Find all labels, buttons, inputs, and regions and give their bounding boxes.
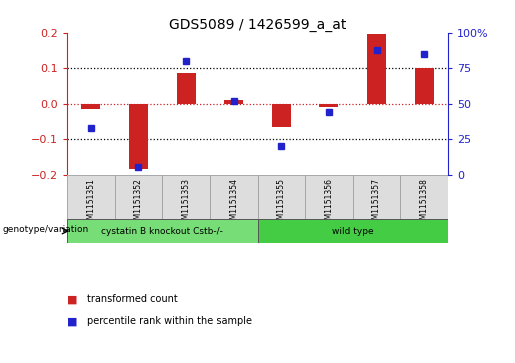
Bar [210,175,258,219]
Title: GDS5089 / 1426599_a_at: GDS5089 / 1426599_a_at [169,18,346,32]
Bar [81,103,100,109]
Text: ■: ■ [67,316,77,326]
Text: percentile rank within the sample: percentile rank within the sample [87,316,251,326]
Bar [224,100,243,103]
Bar [401,175,448,219]
Text: ■: ■ [67,294,77,305]
Text: GSM1151352: GSM1151352 [134,178,143,229]
Bar [177,73,196,103]
Bar [353,175,401,219]
Bar [129,103,148,169]
Text: GSM1151351: GSM1151351 [87,178,95,229]
Text: GSM1151358: GSM1151358 [420,178,428,229]
Text: cystatin B knockout Cstb-/-: cystatin B knockout Cstb-/- [101,227,223,236]
Text: transformed count: transformed count [87,294,177,305]
Bar [272,103,291,127]
Bar [258,219,448,243]
Bar [367,34,386,103]
Text: GSM1151353: GSM1151353 [182,178,191,229]
Bar [67,219,258,243]
Text: GSM1151356: GSM1151356 [324,178,333,229]
Text: GSM1151354: GSM1151354 [229,178,238,229]
Bar [162,175,210,219]
Bar [114,175,162,219]
Bar [305,175,353,219]
Bar [415,68,434,103]
Text: wild type: wild type [332,227,373,236]
Text: genotype/variation: genotype/variation [3,225,89,234]
Text: GSM1151355: GSM1151355 [277,178,286,229]
Bar [319,103,338,107]
Bar [258,175,305,219]
Bar [67,175,115,219]
Text: GSM1151357: GSM1151357 [372,178,381,229]
